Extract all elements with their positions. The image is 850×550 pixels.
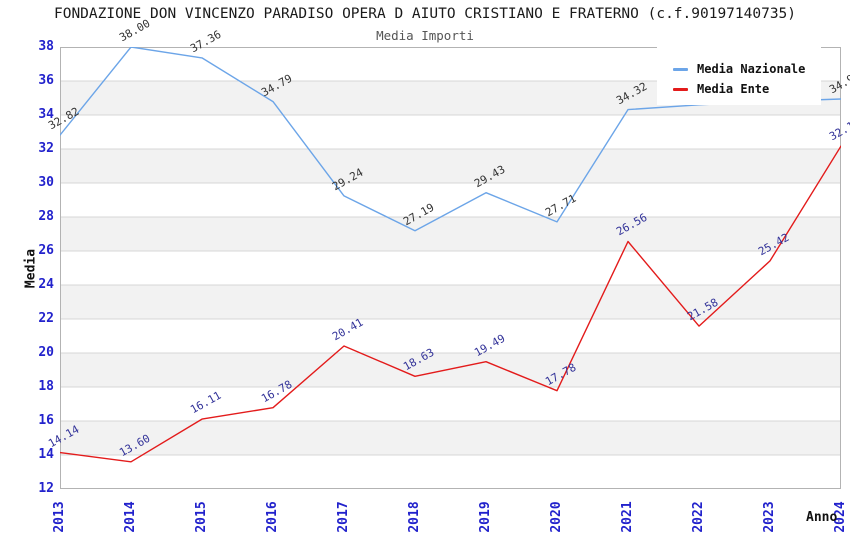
plot-band — [60, 353, 841, 387]
y-tick-label: 28 — [38, 209, 54, 224]
chart-subtitle: Media Importi — [376, 28, 474, 43]
plot-band — [60, 217, 841, 251]
x-tick-label: 2016 — [265, 501, 280, 533]
legend-label: Media Ente — [697, 82, 770, 96]
x-axis-title: Anno — [806, 510, 838, 525]
legend-item-media-ente: Media Ente — [657, 79, 821, 99]
y-tick-label: 30 — [38, 175, 54, 190]
y-tick-label: 14 — [38, 447, 54, 462]
y-tick-label: 34 — [38, 107, 54, 122]
plot-band — [60, 421, 841, 455]
x-tick-label: 2021 — [620, 501, 635, 533]
plot-area: 32.82 38.00 37.36 34.79 29.24 27.19 29.43 27.71… — [46, 17, 850, 489]
legend-swatch-icon — [673, 87, 688, 91]
x-tick-label: 2013 — [52, 501, 67, 533]
legend-swatch-icon — [673, 67, 688, 71]
y-tick-label: 20 — [38, 345, 54, 360]
plot-band — [60, 115, 841, 149]
y-tick-label: 12 — [38, 481, 54, 496]
plot-band — [60, 149, 841, 183]
y-tick-label: 16 — [38, 413, 54, 428]
y-tick-label: 38 — [38, 39, 54, 54]
x-tick-label: 2017 — [336, 501, 351, 533]
plot-band — [60, 455, 841, 489]
plot-band — [60, 387, 841, 421]
y-tick-label: 36 — [38, 73, 54, 88]
y-tick-label: 18 — [38, 379, 54, 394]
x-tick-label: 2023 — [762, 501, 777, 533]
plot-band — [60, 319, 841, 353]
legend-item-media-nazionale: Media Nazionale — [657, 59, 821, 79]
x-tick-label: 2019 — [478, 501, 493, 533]
x-tick-label: 2018 — [407, 501, 422, 533]
plot-border — [60, 47, 841, 489]
x-tick-label: 2014 — [123, 501, 138, 533]
y-tick-label: 26 — [38, 243, 54, 258]
plot-band — [60, 251, 841, 285]
x-tick-label: 2020 — [549, 501, 564, 533]
plot-band — [60, 285, 841, 319]
y-tick-label: 24 — [38, 277, 54, 292]
y-axis-title: Media — [23, 248, 39, 289]
series-line-media-ente — [60, 145, 841, 463]
chart-title: FONDAZIONE DON VINCENZO PARADISO OPERA D… — [53, 6, 797, 22]
legend-label: Media Nazionale — [697, 62, 806, 76]
x-tick-label: 2022 — [691, 501, 706, 533]
plot-svg — [60, 47, 841, 489]
y-tick-label: 32 — [38, 141, 54, 156]
x-tick-label: 2015 — [194, 501, 209, 533]
legend: Media Nazionale Media Ente — [657, 45, 821, 105]
y-tick-label: 22 — [38, 311, 54, 326]
